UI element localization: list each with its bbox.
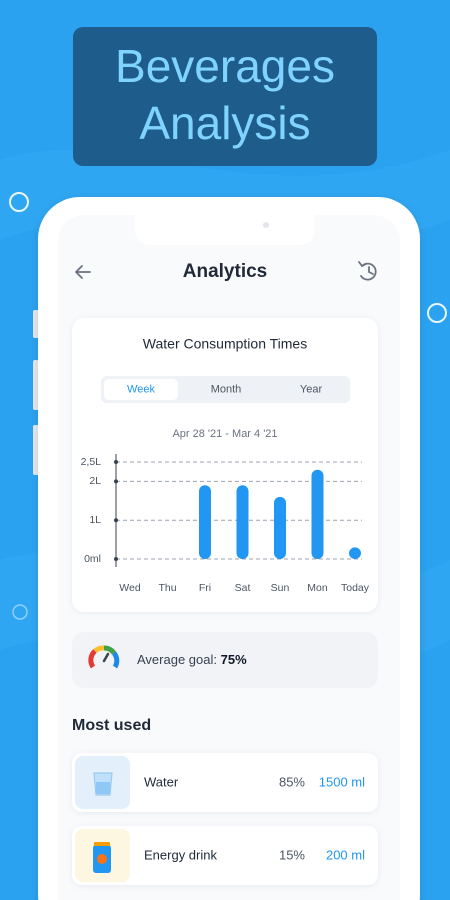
y-tick-label: 2,5L: [81, 456, 102, 468]
chart: Water Consumption Times Apr 28 '21 - Mar…: [81, 336, 370, 594]
notch: [135, 215, 315, 245]
bar: [311, 469, 324, 559]
average-card: [72, 632, 378, 688]
x-tick-label: Today: [341, 582, 370, 594]
banner-title: Beverages: [115, 40, 335, 92]
screen-title: Analytics: [183, 261, 267, 282]
average-goal: Average goal: 75%: [137, 652, 247, 667]
item-name: Water: [144, 774, 179, 789]
gauge-icon: [88, 645, 120, 669]
chart-title: Water Consumption Times: [143, 336, 307, 352]
bg-circle: [9, 192, 29, 212]
item-amount: 1500 ml: [319, 774, 365, 789]
chart-card: [72, 318, 378, 612]
tab[interactable]: Year: [300, 383, 323, 395]
tab[interactable]: Month: [211, 383, 242, 395]
item-share: 15%: [279, 847, 305, 862]
x-tick-label: Mon: [307, 582, 328, 594]
item-share: 85%: [279, 774, 305, 789]
can-logo: [97, 854, 107, 864]
average-goal-value: 75%: [221, 652, 247, 667]
back-button[interactable]: [75, 265, 91, 279]
y-tick-mark: [114, 518, 118, 523]
history-button[interactable]: [358, 261, 377, 281]
x-tick-label: Fri: [199, 582, 211, 594]
bar: [274, 496, 286, 559]
glass-water: [96, 782, 110, 794]
y-tick-mark: [114, 557, 118, 561]
bar: [199, 485, 211, 559]
banner: [73, 27, 377, 166]
x-tick-label: Sat: [235, 582, 251, 594]
bg-circle: [427, 303, 447, 323]
item-card[interactable]: [72, 826, 378, 885]
can-top: [94, 842, 110, 846]
y-tick-label: 1L: [89, 514, 101, 526]
section-title: Most used: [72, 717, 151, 734]
item-card[interactable]: [72, 753, 378, 812]
y-tick-label: 0ml: [84, 553, 101, 565]
banner-title: Analysis: [139, 97, 310, 149]
chart-subtitle: Apr 28 '21 - Mar 4 '21: [172, 428, 277, 440]
phone-button: [33, 310, 39, 338]
phone-button: [33, 360, 39, 410]
item-amount: 200 ml: [326, 847, 365, 862]
x-tick-label: Sun: [271, 582, 290, 594]
bar: [236, 485, 249, 559]
y-tick-label: 2L: [89, 475, 101, 487]
camera: [263, 222, 269, 228]
bg-circle: [12, 604, 28, 620]
phone-button: [33, 425, 39, 475]
x-tick-label: Wed: [119, 582, 141, 594]
average-goal-label: Average goal:: [137, 652, 217, 667]
x-tick-label: Thu: [158, 582, 176, 594]
bar: [349, 547, 361, 559]
y-tick-mark: [114, 479, 118, 484]
tab-selected: [104, 379, 178, 400]
y-tick-mark: [114, 460, 118, 464]
tab[interactable]: Week: [127, 383, 155, 395]
item-name: Energy drink: [144, 847, 217, 862]
